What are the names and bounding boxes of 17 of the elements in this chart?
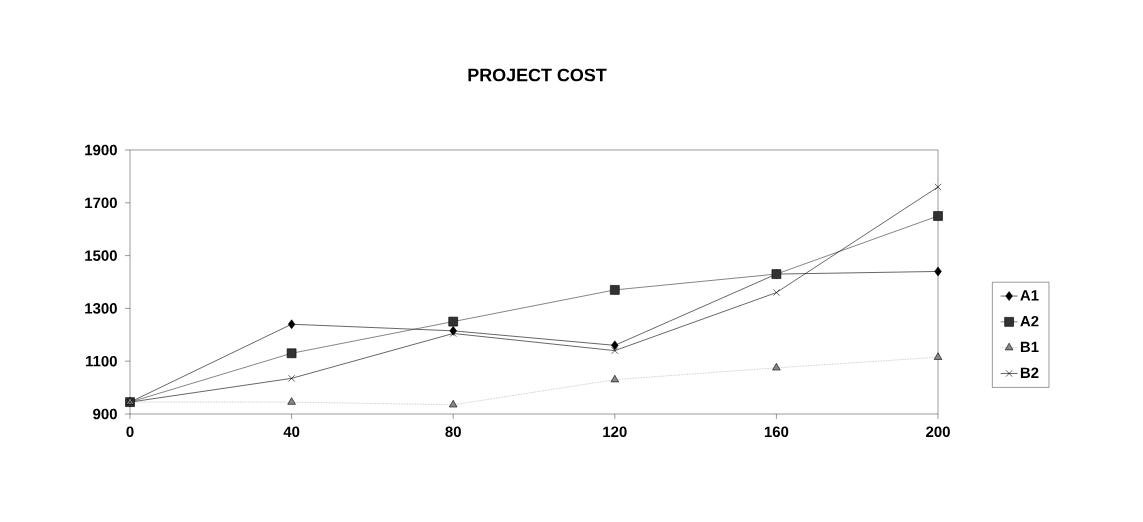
y-tick-label: 1500 bbox=[85, 250, 117, 261]
y-tick-label: 900 bbox=[93, 408, 117, 420]
legend-label: B2 bbox=[1020, 367, 1039, 378]
x-tick-label: 40 bbox=[283, 426, 300, 438]
legend-label: A2 bbox=[1020, 315, 1039, 327]
chart-title: PROJECT COST bbox=[468, 68, 607, 82]
x-tick-label: 0 bbox=[126, 426, 134, 438]
x-tick-label: 80 bbox=[445, 426, 461, 438]
y-tick-label: 1300 bbox=[85, 303, 117, 314]
y-tick-label: 1700 bbox=[85, 197, 117, 209]
legend-label: B1 bbox=[1020, 341, 1039, 353]
x-tick-label: 120 bbox=[603, 426, 627, 438]
x-tick-label: 200 bbox=[926, 426, 950, 438]
x-tick-label: 160 bbox=[764, 426, 789, 438]
legend-label: A1 bbox=[1020, 290, 1039, 301]
y-tick-label: 1100 bbox=[86, 355, 117, 367]
y-tick-label: 1900 bbox=[85, 144, 117, 156]
